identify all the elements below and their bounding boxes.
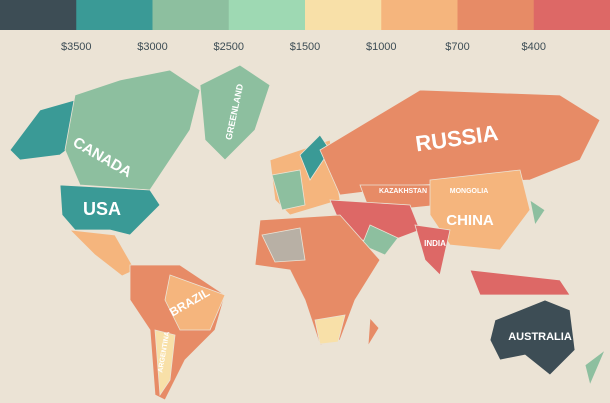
map-label: CHINA xyxy=(446,212,494,229)
map-label: USA xyxy=(83,199,121,219)
legend-swatch xyxy=(381,0,458,30)
japan xyxy=(529,199,546,227)
legend-label: $1500 xyxy=(290,41,321,53)
greenland xyxy=(199,64,271,161)
legend-swatch xyxy=(457,0,535,30)
africa-south xyxy=(314,314,346,345)
legend-label: $700 xyxy=(445,41,469,53)
map-label: INDIA xyxy=(424,239,446,248)
southeast-asia xyxy=(469,269,571,296)
map-label: AUSTRALIA xyxy=(508,331,572,343)
landmasses xyxy=(9,64,606,401)
legend: $3500 $3000 $2500 $1500 $1000 $700 $400 xyxy=(0,0,610,53)
legend-swatch xyxy=(228,0,306,30)
india xyxy=(414,224,451,276)
legend-label: $3500 xyxy=(61,41,92,53)
legend-label: $400 xyxy=(522,41,546,53)
legend-label: $3000 xyxy=(137,41,168,53)
map-label: MONGOLIA xyxy=(450,188,489,195)
arabia xyxy=(361,224,399,256)
central-america xyxy=(68,229,136,277)
new-zealand xyxy=(584,348,606,387)
canada xyxy=(64,69,201,191)
usa xyxy=(59,184,161,236)
map-label: KAZAKHSTAN xyxy=(379,188,427,195)
western-europe xyxy=(271,169,306,211)
africa-west xyxy=(261,227,306,263)
argentina xyxy=(154,329,176,397)
legend-swatch xyxy=(152,0,230,30)
australia xyxy=(489,299,576,376)
legend-label: $1000 xyxy=(366,41,397,53)
madagascar xyxy=(367,317,380,347)
legend-swatch xyxy=(76,0,153,30)
brazil xyxy=(164,274,226,331)
legend-swatch xyxy=(305,0,382,30)
china xyxy=(429,169,531,251)
legend-swatch xyxy=(0,0,77,30)
legend-swatch xyxy=(533,0,610,30)
legend-label: $2500 xyxy=(213,41,244,53)
